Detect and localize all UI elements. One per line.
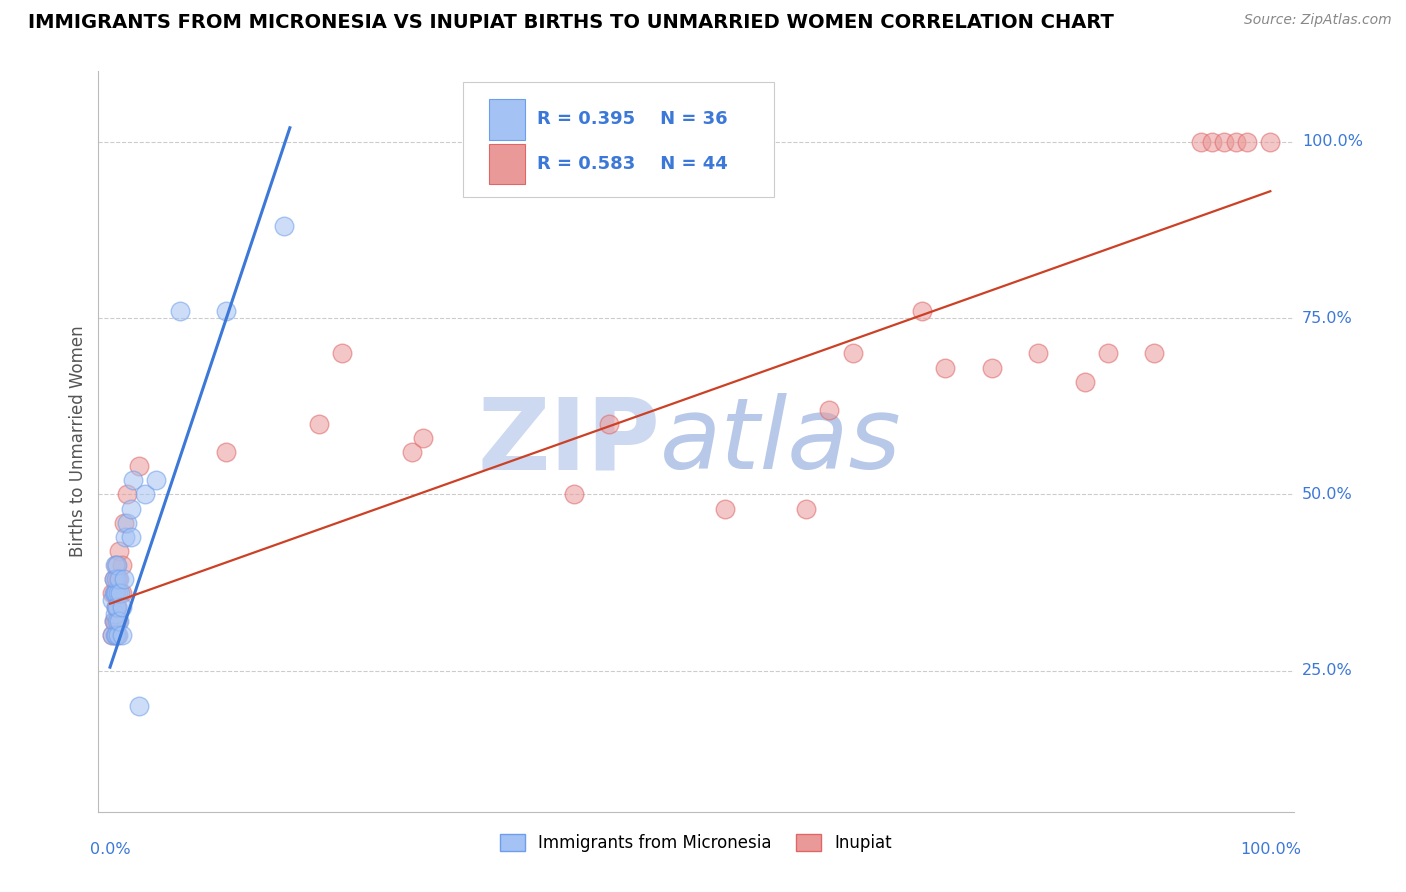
Point xyxy=(134,487,156,501)
Point xyxy=(104,607,127,622)
Text: 75.0%: 75.0% xyxy=(1302,310,1353,326)
Point xyxy=(308,417,330,431)
Point xyxy=(105,600,128,615)
Point xyxy=(112,572,135,586)
Point xyxy=(108,544,131,558)
Point xyxy=(1189,135,1212,149)
Point xyxy=(714,501,737,516)
Point xyxy=(103,615,125,629)
Point xyxy=(108,572,131,586)
Point xyxy=(120,530,142,544)
Point xyxy=(111,558,134,572)
FancyBboxPatch shape xyxy=(463,82,773,197)
Text: 50.0%: 50.0% xyxy=(1302,487,1353,502)
Point xyxy=(128,459,150,474)
Point xyxy=(104,600,127,615)
Point xyxy=(104,586,127,600)
Point xyxy=(105,572,128,586)
Point xyxy=(120,501,142,516)
Point xyxy=(562,487,585,501)
Point xyxy=(562,135,585,149)
Point xyxy=(412,431,434,445)
Bar xyxy=(489,144,524,185)
Point xyxy=(215,445,238,459)
Point xyxy=(598,417,620,431)
Point xyxy=(103,586,125,600)
Point xyxy=(104,628,127,642)
Point xyxy=(111,600,134,615)
Text: atlas: atlas xyxy=(661,393,901,490)
Point xyxy=(330,346,353,360)
Point xyxy=(104,586,127,600)
Point xyxy=(934,360,956,375)
Point xyxy=(1097,346,1119,360)
Text: 100.0%: 100.0% xyxy=(1240,842,1301,857)
Text: Source: ZipAtlas.com: Source: ZipAtlas.com xyxy=(1244,13,1392,28)
Point xyxy=(980,360,1002,375)
Text: ZIP: ZIP xyxy=(477,393,661,490)
Point xyxy=(104,628,127,642)
Text: 25.0%: 25.0% xyxy=(1302,663,1353,678)
Point xyxy=(110,586,132,600)
Legend: Immigrants from Micronesia, Inupiat: Immigrants from Micronesia, Inupiat xyxy=(494,828,898,859)
Point xyxy=(105,558,128,572)
Point xyxy=(841,346,863,360)
Point xyxy=(128,698,150,713)
Point xyxy=(911,304,934,318)
Point xyxy=(108,615,131,629)
Bar xyxy=(489,99,524,140)
Text: 100.0%: 100.0% xyxy=(1302,135,1362,149)
Text: R = 0.583    N = 44: R = 0.583 N = 44 xyxy=(537,155,728,173)
Point xyxy=(103,572,125,586)
Point xyxy=(117,516,139,530)
Point xyxy=(1258,135,1281,149)
Point xyxy=(103,572,125,586)
Point xyxy=(114,530,136,544)
Point xyxy=(1212,135,1234,149)
Point xyxy=(111,628,134,642)
Point xyxy=(107,572,129,586)
Point xyxy=(1026,346,1049,360)
Point xyxy=(101,586,124,600)
Point xyxy=(1225,135,1247,149)
Point xyxy=(111,586,134,600)
Point xyxy=(104,558,127,572)
Point xyxy=(1143,346,1166,360)
Text: R = 0.395    N = 36: R = 0.395 N = 36 xyxy=(537,111,728,128)
Point xyxy=(104,586,127,600)
Y-axis label: Births to Unmarried Women: Births to Unmarried Women xyxy=(69,326,87,558)
Point xyxy=(215,304,238,318)
Point xyxy=(107,628,129,642)
Point xyxy=(101,628,124,642)
Point xyxy=(273,219,295,234)
Point xyxy=(1236,135,1258,149)
Point xyxy=(104,558,127,572)
Point xyxy=(107,615,129,629)
Point xyxy=(101,593,124,607)
Point xyxy=(112,516,135,530)
Text: IMMIGRANTS FROM MICRONESIA VS INUPIAT BIRTHS TO UNMARRIED WOMEN CORRELATION CHAR: IMMIGRANTS FROM MICRONESIA VS INUPIAT BI… xyxy=(28,13,1114,32)
Point xyxy=(101,628,124,642)
Point xyxy=(103,615,125,629)
Point xyxy=(105,615,128,629)
Point xyxy=(1073,375,1095,389)
Point xyxy=(818,402,841,417)
Point xyxy=(105,628,128,642)
Point xyxy=(104,615,127,629)
Point xyxy=(104,628,127,642)
Point xyxy=(122,473,145,487)
Point xyxy=(1201,135,1223,149)
Point xyxy=(104,600,127,615)
Point xyxy=(169,304,191,318)
Point xyxy=(794,501,817,516)
Point xyxy=(145,473,167,487)
Point xyxy=(117,487,139,501)
Point xyxy=(104,572,127,586)
Text: 0.0%: 0.0% xyxy=(90,842,131,857)
Point xyxy=(107,586,129,600)
Point xyxy=(401,445,423,459)
Point xyxy=(105,600,128,615)
